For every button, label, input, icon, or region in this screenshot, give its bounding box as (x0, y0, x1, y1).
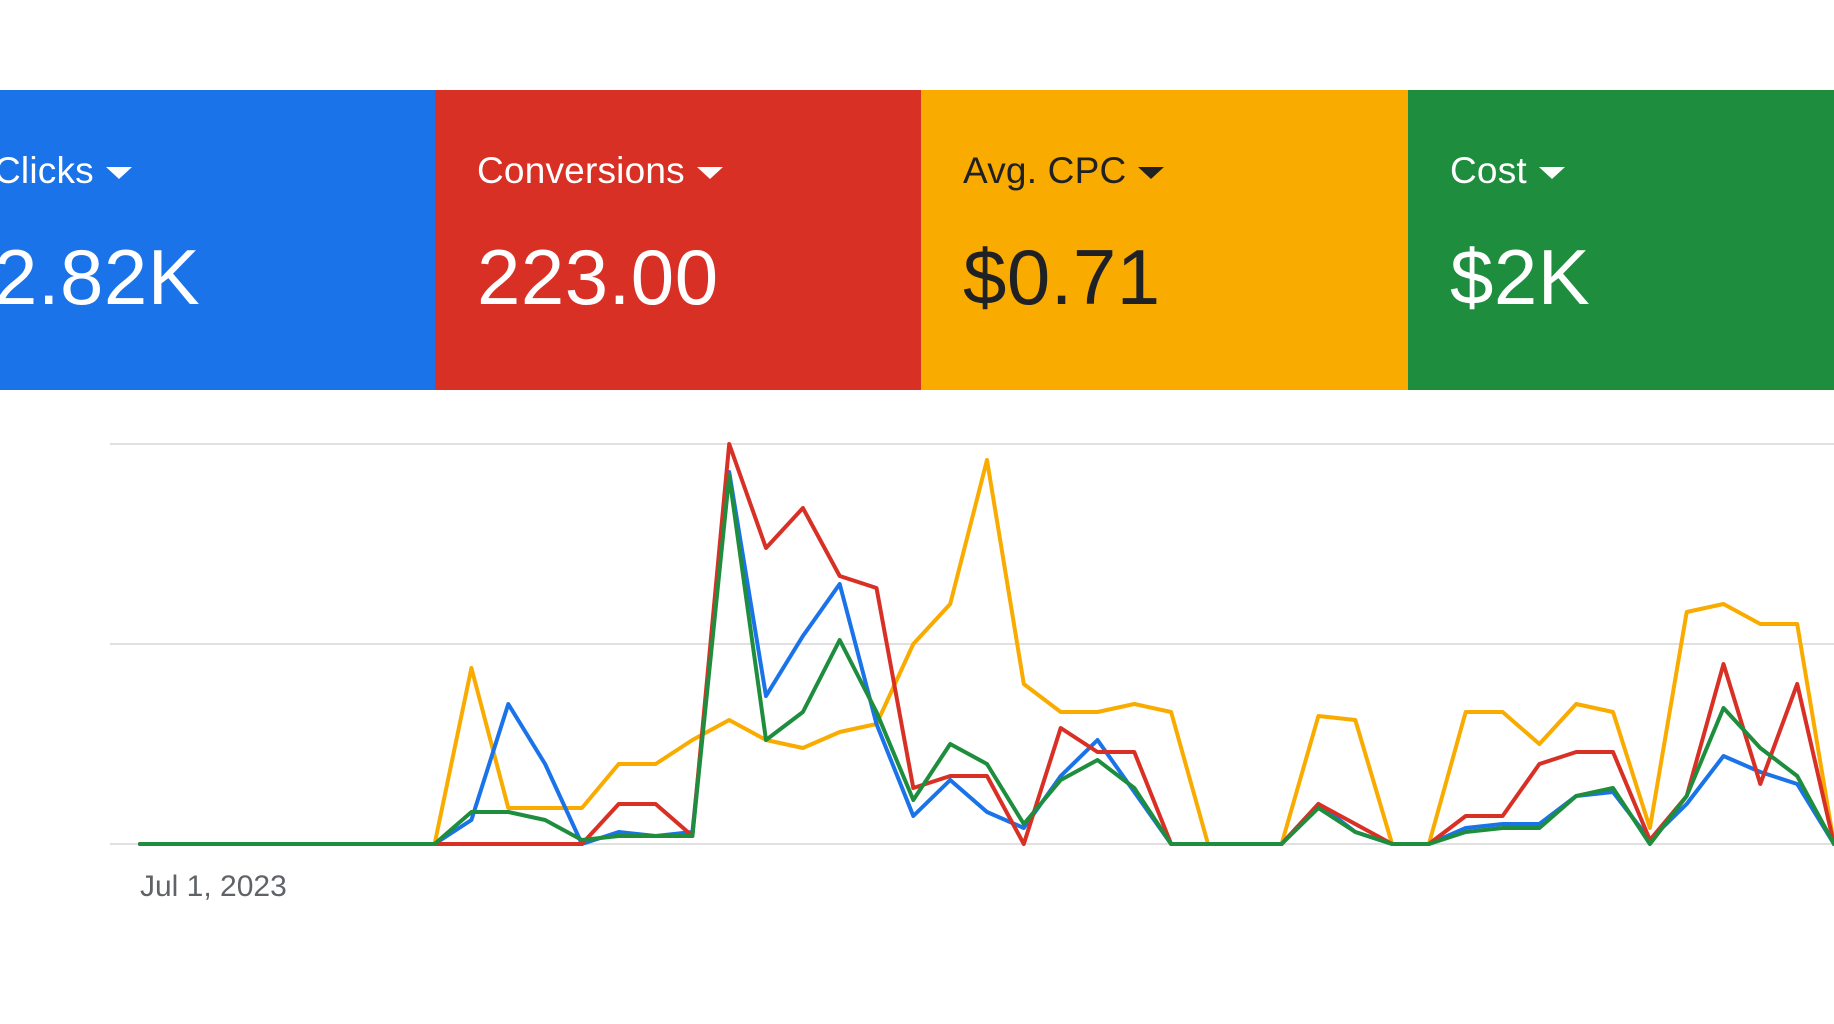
clicks-value: 2.82K (0, 233, 201, 321)
scorecard-clicks[interactable]: Clicks 2.82K (0, 90, 435, 390)
scorecard-conversions[interactable]: Conversions 223.00 (435, 90, 921, 390)
dropdown-caret-icon[interactable] (1138, 166, 1165, 179)
series-line-1 (138, 470, 1834, 846)
scorecard-cost[interactable]: Cost $2K (1408, 90, 1834, 390)
dropdown-caret-icon[interactable] (1538, 166, 1565, 179)
cost-metric-selector[interactable]: Cost (1450, 152, 1565, 189)
conversions-label: Conversions (477, 150, 685, 191)
series-line-3 (138, 474, 1834, 846)
scorecard-avg-cpc[interactable]: Avg. CPC $0.71 (921, 90, 1408, 390)
clicks-label: Clicks (0, 150, 94, 191)
chart-series (138, 442, 1834, 846)
performance-line-chart: Jul 1, 2023 (110, 442, 1834, 903)
series-line-0 (138, 458, 1834, 846)
chart-gridlines (110, 443, 1834, 845)
avg-cpc-metric-selector[interactable]: Avg. CPC (963, 150, 1165, 191)
cost-value: $2K (1450, 233, 1591, 321)
conversions-value: 223.00 (477, 233, 719, 321)
scorecard-bar: Clicks 2.82K Conversions 223.00 Avg. CPC… (0, 90, 1834, 390)
avg-cpc-label: Avg. CPC (963, 150, 1127, 191)
dropdown-caret-icon[interactable] (105, 166, 132, 179)
cost-label: Cost (1450, 150, 1527, 191)
avg-cpc-value: $0.71 (963, 233, 1161, 321)
dropdown-caret-icon[interactable] (696, 166, 723, 179)
conversions-metric-selector[interactable]: Conversions (477, 152, 723, 189)
clicks-metric-selector[interactable]: Clicks (0, 152, 132, 189)
x-tick-label: Jul 1, 2023 (140, 870, 287, 903)
